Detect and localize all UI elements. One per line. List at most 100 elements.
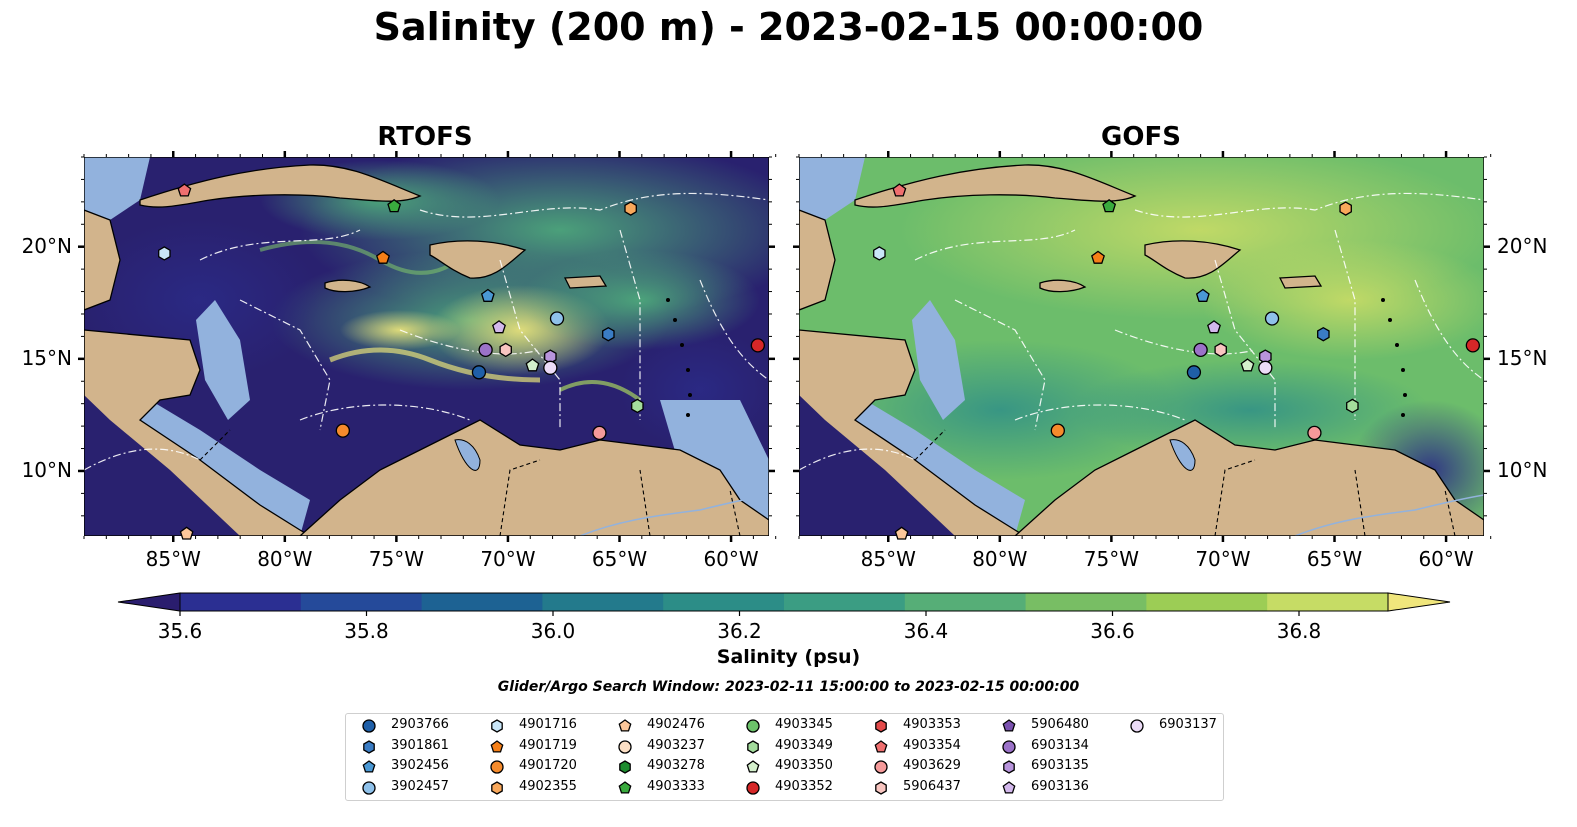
circle-marker-icon <box>746 780 760 795</box>
float-marker-4903629 <box>1307 425 1322 440</box>
float-marker-4902476 <box>894 526 909 540</box>
y-tick-label-right: 10°N <box>1497 457 1548 482</box>
float-marker-4901719 <box>376 250 390 264</box>
shelf-area <box>84 157 150 220</box>
legend-label: 4903353 <box>903 717 961 732</box>
colorbar-extend-high <box>1387 592 1451 612</box>
land-puerto-rico <box>1278 275 1323 289</box>
salinity-field <box>1070 360 1430 460</box>
lesser-antilles <box>666 298 692 417</box>
legend-label: 4901720 <box>519 758 577 773</box>
float-marker-6903137 <box>543 360 558 375</box>
colorbar-tick-label: 36.4 <box>903 619 949 643</box>
float-marker-4903350 <box>1240 358 1255 372</box>
colorbar-segment <box>784 593 906 611</box>
land-jamaica <box>324 279 372 293</box>
colorbar-segment <box>663 593 785 611</box>
float-marker-3901861 <box>602 326 615 342</box>
panel-title-rtofs: RTOFS <box>377 122 473 152</box>
pentagon-marker-icon <box>1002 719 1016 732</box>
colorbar-frame <box>179 592 1389 612</box>
hexagon-marker-icon <box>747 739 759 754</box>
colorbar-tick-label: 36.8 <box>1276 619 1322 643</box>
legend-label: 4901716 <box>519 717 577 732</box>
legend-label: 4903333 <box>647 778 705 794</box>
x-tick-label: 75°W <box>368 547 424 571</box>
colorbar-segment <box>300 593 423 611</box>
legend-label: 4902476 <box>647 717 705 732</box>
legend-label: 4903237 <box>647 737 705 753</box>
shelf-area <box>196 300 250 420</box>
colorbar-segment <box>180 593 302 611</box>
y-tick-label-left: 20°N <box>21 233 72 258</box>
float-marker-6903134 <box>478 342 493 358</box>
pentagon-marker-icon <box>1002 780 1016 794</box>
float-marker-3902457 <box>1264 311 1280 326</box>
map-panel-rtofs <box>84 157 769 536</box>
y-tick-label-left: 15°N <box>21 345 72 370</box>
colorbar-tick-label: 35.6 <box>157 619 203 643</box>
float-markers <box>158 183 1480 540</box>
x-tick-label: 80°W <box>972 547 1028 571</box>
country-borders <box>914 429 1456 536</box>
float-marker-2903766 <box>471 365 487 380</box>
float-marker-6903136 <box>1207 320 1221 334</box>
float-marker-4903333 <box>387 198 402 213</box>
float-marker-4901716 <box>158 246 171 261</box>
legend-label: 4903354 <box>903 737 961 753</box>
y-tick-label-left: 10°N <box>21 457 72 482</box>
hexagon-marker-icon <box>875 719 887 733</box>
colorbar-tick-label: 35.8 <box>344 619 389 643</box>
float-marker-6903136 <box>492 320 506 334</box>
shelf-area <box>912 300 965 420</box>
pentagon-marker-icon <box>746 760 760 773</box>
circle-marker-icon <box>490 760 504 774</box>
float-marker-4902355 <box>1339 201 1352 216</box>
float-marker-4903350 <box>525 358 540 372</box>
legend-label: 4903345 <box>775 717 833 732</box>
float-marker-3902456 <box>480 288 495 302</box>
float-marker-4901720 <box>335 423 350 438</box>
x-tick-label: 75°W <box>1083 547 1139 571</box>
legend-label: 4903352 <box>775 778 833 794</box>
land-hispaniola <box>429 240 527 279</box>
eez-boundaries <box>799 192 1484 471</box>
eez-boundaries <box>84 192 769 471</box>
legend: 2903766 3901861 3902456 3902457 4901716 49017… <box>345 713 1224 801</box>
x-tick-label: 60°W <box>703 547 759 571</box>
pentagon-marker-icon <box>490 739 504 753</box>
float-marker-5906437 <box>499 342 512 358</box>
y-tick-label-right: 20°N <box>1497 233 1548 258</box>
legend-label: 2903766 <box>391 717 449 732</box>
colorbar-segment <box>542 593 664 611</box>
hexagon-marker-icon <box>363 739 375 754</box>
colorbar-tick-label: 36.6 <box>1090 619 1135 643</box>
legend-label: 6903137 <box>1159 717 1217 732</box>
land-yucatan <box>84 209 121 311</box>
float-marker-6903137 <box>1258 360 1273 375</box>
lesser-antilles <box>1381 298 1407 417</box>
legend-label: 6903134 <box>1031 737 1089 753</box>
float-marker-3901861 <box>1317 326 1330 342</box>
float-marker-4902476 <box>179 526 194 540</box>
float-marker-2903766 <box>1186 365 1202 380</box>
land-south-america <box>299 419 769 536</box>
colorbar-extend-low <box>117 592 181 612</box>
legend-label: 4903629 <box>903 758 961 773</box>
pacific-ocean <box>799 395 955 536</box>
float-marker-4901716 <box>873 246 886 261</box>
map-panel-gofs <box>799 157 1484 536</box>
hexagon-marker-icon <box>1003 760 1015 774</box>
circle-marker-icon <box>362 719 376 733</box>
circle-marker-icon <box>362 780 376 795</box>
legend-label: 6903136 <box>1031 778 1089 794</box>
salinity-field <box>520 250 760 350</box>
float-marker-4903349 <box>1346 398 1359 414</box>
search-window-caption: Glider/Argo Search Window: 2023-02-11 15… <box>497 679 1080 695</box>
pentagon-marker-icon <box>618 780 632 794</box>
float-marker-6903134 <box>1193 342 1208 358</box>
float-marker-4903349 <box>631 398 644 414</box>
river <box>579 494 769 536</box>
circle-marker-icon <box>874 760 888 774</box>
x-tick-label: 65°W <box>591 547 648 571</box>
